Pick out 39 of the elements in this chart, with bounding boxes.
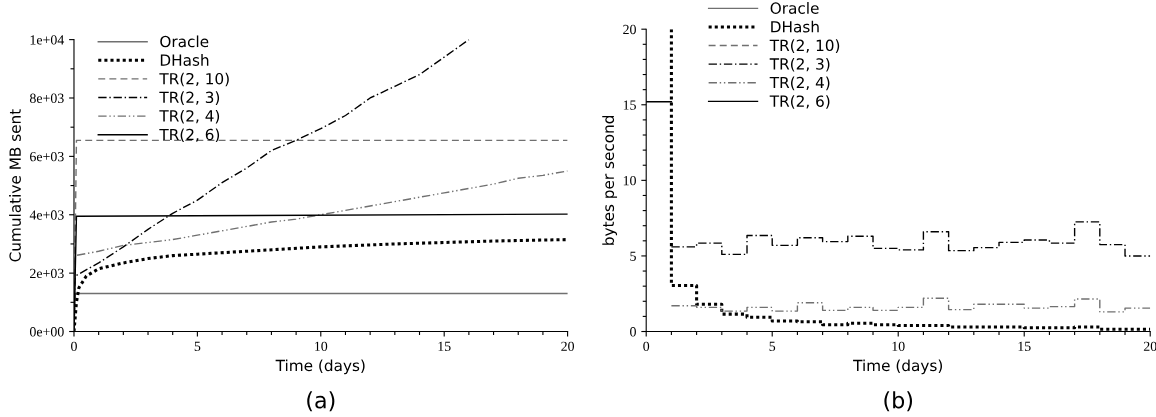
legend-label: TR(2, 3): [769, 57, 830, 72]
legend-label: TR(2, 4): [159, 109, 220, 124]
x-tick-label: 20: [1143, 341, 1156, 352]
legend-label: Oracle: [770, 2, 819, 14]
y-tick-label: 5: [630, 251, 636, 261]
x-tick-label: 10: [892, 341, 905, 352]
x-tick-label: 10: [315, 341, 328, 352]
y-tick-label: 6e+03: [30, 151, 64, 162]
x-axis-title: Time (days): [275, 359, 365, 375]
legend-label: DHash: [771, 20, 819, 33]
x-tick-label: 5: [194, 341, 201, 352]
legend-label: TR(2, 3): [159, 91, 220, 105]
text: (a): [307, 391, 335, 412]
y-tick-label: 10: [623, 175, 636, 186]
y-tick-label: 8e+03: [29, 93, 64, 103]
y-axis-title: bytes per second: [602, 115, 618, 245]
x-tick-label: 5: [769, 341, 776, 352]
x-tick-label: 15: [438, 341, 451, 352]
y-tick-label: 20: [623, 24, 636, 35]
x-axis-title: Time (days): [853, 359, 943, 375]
y-tick-label: 2e+03: [30, 268, 64, 279]
x-tick-label: 0: [643, 341, 650, 352]
x-tick-label: 20: [561, 341, 575, 352]
legend-label: TR(2, 10): [769, 39, 840, 53]
y-tick-label: 15: [623, 100, 636, 110]
legend-label: DHash: [160, 54, 209, 66]
legend-label: TR(2, 6): [769, 95, 830, 109]
y-tick-label: 1e+04: [30, 35, 65, 45]
x-tick-label: 15: [1018, 341, 1031, 352]
text: (b): [884, 391, 913, 412]
y-tick-label: 0e+00: [29, 327, 64, 337]
y-tick-label: 4e+03: [29, 210, 64, 220]
legend-label: TR(2, 4): [769, 76, 830, 91]
legend-label: TR(2, 10): [159, 72, 229, 87]
legend-label: Oracle: [160, 35, 209, 48]
y-tick-label: 0: [630, 327, 636, 337]
x-tick-label: 0: [71, 341, 77, 352]
legend-label: TR(2, 6): [159, 128, 220, 143]
y-axis-title: Cumulative MB sent: [9, 109, 21, 262]
